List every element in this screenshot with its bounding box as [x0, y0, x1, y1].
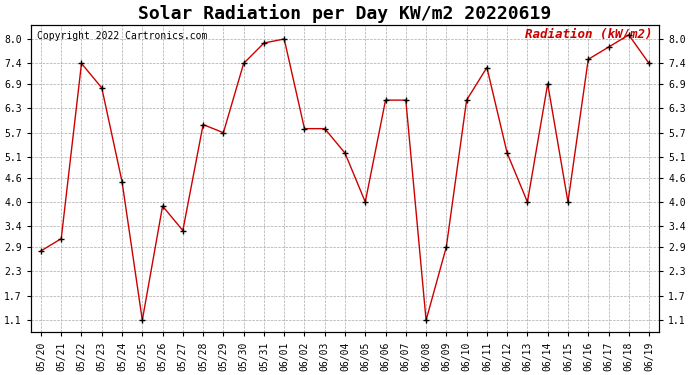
- Text: Radiation (kW/m2): Radiation (kW/m2): [525, 28, 653, 41]
- Title: Solar Radiation per Day KW/m2 20220619: Solar Radiation per Day KW/m2 20220619: [139, 4, 551, 23]
- Text: Copyright 2022 Cartronics.com: Copyright 2022 Cartronics.com: [37, 31, 208, 41]
